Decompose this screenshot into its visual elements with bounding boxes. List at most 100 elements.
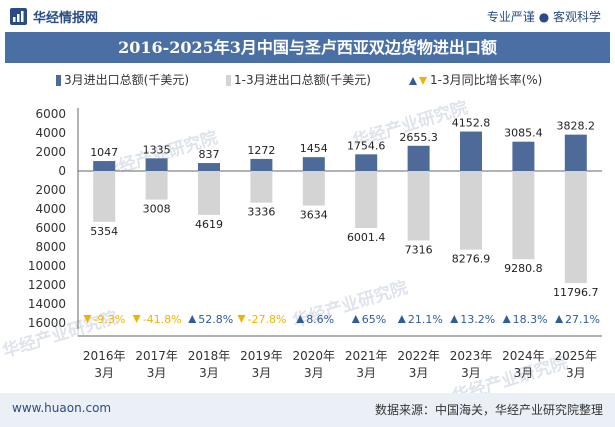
legend-item-growth: 1-3月同比增长率(%) — [409, 70, 542, 90]
x-tick-label-month: 3月 — [566, 366, 586, 380]
data-label-ytd: 9280.8 — [504, 262, 543, 275]
growth-down-icon — [237, 315, 246, 323]
growth-label: 65% — [362, 313, 386, 326]
growth-down-icon — [83, 315, 92, 323]
bar-ytd — [355, 171, 378, 229]
growth-up-icon — [351, 315, 360, 323]
y-tick-label: 10000 — [28, 259, 66, 273]
data-label-ytd: 3336 — [247, 206, 275, 219]
legend-swatch-monthly — [56, 75, 61, 86]
data-label-ytd: 5354 — [90, 225, 118, 238]
title-bar: 2016-2025年3月中国与圣卢西亚双边货物进出口额 — [5, 32, 610, 63]
y-tick-label: 2000 — [35, 145, 66, 159]
x-tick-label-year: 2019年 — [240, 349, 283, 363]
bar-monthly — [198, 163, 220, 171]
bar-monthly — [145, 158, 168, 171]
x-tick-label-year: 2022年 — [397, 349, 440, 363]
x-tick-label-year: 2017年 — [135, 349, 178, 363]
data-label-monthly: 3085.4 — [504, 127, 543, 140]
growth-up-icon — [555, 315, 564, 323]
x-tick-label-month: 3月 — [147, 366, 167, 380]
x-tick-label-month: 3月 — [94, 366, 114, 380]
x-tick-label-month: 3月 — [304, 366, 324, 380]
data-label-monthly: 3828.2 — [557, 120, 596, 133]
footer-source: 数据来源：中国海关，华经产业研究院整理 — [374, 403, 603, 417]
chart-title: 2016-2025年3月中国与圣卢西亚双边货物进出口额 — [118, 38, 497, 57]
data-label-ytd: 3008 — [143, 203, 171, 216]
data-label-monthly: 4152.8 — [452, 117, 491, 130]
y-tick-label: 0 — [58, 164, 66, 178]
growth-label: 18.3% — [513, 313, 548, 326]
bar-ytd — [198, 171, 220, 215]
y-tick-label: 2000 — [35, 183, 66, 197]
x-tick-label-year: 2018年 — [188, 349, 231, 363]
x-tick-label-month: 3月 — [356, 366, 376, 380]
x-tick-label-month: 3月 — [252, 366, 272, 380]
legend-item-ytd: 1-3月进出口总额(千美元) — [226, 70, 371, 90]
y-tick-label: 6000 — [35, 221, 66, 235]
y-tick-label: 16000 — [28, 316, 66, 330]
legend-triangle-up-icon — [409, 76, 417, 85]
bars — [93, 131, 587, 284]
top-bar: 华经情报网 专业严谨 ● 客观科学 — [0, 0, 615, 32]
legend-label-ytd: 1-3月进出口总额(千美元) — [234, 73, 371, 87]
bar-monthly — [460, 131, 482, 171]
y-tick-label: 6000 — [35, 107, 66, 121]
bar-monthly — [355, 154, 378, 171]
legend-label-monthly: 3月进出口总额(千美元) — [64, 73, 189, 87]
bar-monthly — [93, 161, 116, 171]
x-tick-label-month: 3月 — [461, 366, 481, 380]
data-label-monthly: 2655.3 — [399, 131, 438, 144]
chart-legend: 3月进出口总额(千美元) 1-3月进出口总额(千美元) 1-3月同比增长率(%) — [0, 70, 615, 90]
bar-monthly — [407, 145, 430, 171]
data-label-ytd: 11796.7 — [553, 286, 599, 299]
growth-label: 52.8% — [198, 313, 233, 326]
y-tick-label: 14000 — [28, 297, 66, 311]
legend-item-monthly: 3月进出口总额(千美元) — [56, 70, 189, 90]
footer: www.huaon.com 数据来源：中国海关，华经产业研究院整理 — [0, 393, 615, 427]
data-label-ytd: 7316 — [405, 244, 433, 257]
header-tagline: 专业严谨 ● 客观科学 — [486, 10, 601, 24]
growth-label: -41.8% — [143, 313, 182, 326]
bar-monthly — [250, 158, 273, 171]
data-label-monthly: 1272 — [247, 144, 275, 157]
x-tick-label-year: 2020年 — [293, 349, 336, 363]
bar-ytd — [460, 171, 482, 250]
data-label-monthly: 837 — [199, 148, 220, 161]
growth-up-icon — [188, 315, 197, 323]
y-tick-label: 12000 — [28, 278, 66, 292]
bar-ytd — [512, 171, 535, 260]
growth-up-icon — [502, 315, 511, 323]
data-label-monthly: 1754.6 — [347, 139, 386, 152]
x-tick-label-month: 3月 — [409, 366, 429, 380]
x-axis: 2016年 3月 2017年 3月 2018年 3月 2019年 3月 2020年 3月 2021年… — [78, 335, 602, 380]
growth-up-icon — [450, 315, 459, 323]
x-tick-label-year: 2016年 — [83, 349, 126, 363]
legend-label-growth: 1-3月同比增长率(%) — [430, 73, 543, 87]
brand-logo-icon — [10, 8, 27, 25]
bar-ytd — [302, 171, 325, 206]
y-axis: 6000 4000 2000 0 2000 4000 6000 8000 10000 12000 1… — [28, 107, 602, 330]
growth-label: -27.8% — [248, 313, 287, 326]
growth-label: 8.6% — [306, 313, 334, 326]
brand-name: 华经情报网 — [33, 11, 99, 26]
x-tick-label-year: 2021年 — [345, 349, 388, 363]
x-tick-label-month: 3月 — [199, 366, 219, 380]
growth-label: 13.2% — [460, 313, 495, 326]
data-label-ytd: 8276.9 — [452, 253, 491, 266]
growth-label: 27.1% — [565, 313, 600, 326]
data-label-ytd: 3634 — [300, 209, 328, 222]
growth-down-icon — [132, 315, 141, 323]
data-label-ytd: 4619 — [195, 218, 223, 231]
bar-ytd — [407, 171, 430, 241]
data-labels: 1047 5354 1335 3008 837 4619 1272 3336 1454 3634 1… — [90, 117, 598, 300]
growth-up-icon — [397, 315, 406, 323]
y-tick-label: 8000 — [35, 240, 66, 254]
bar-ytd — [564, 171, 587, 284]
footer-site-link[interactable]: www.huaon.com — [12, 401, 112, 415]
x-tick-label-year: 2025年 — [555, 349, 598, 363]
x-tick-label-year: 2024年 — [502, 349, 545, 363]
data-label-ytd: 6001.4 — [347, 231, 386, 244]
growth-label: -9.3% — [93, 313, 125, 326]
data-label-monthly: 1047 — [90, 146, 118, 159]
